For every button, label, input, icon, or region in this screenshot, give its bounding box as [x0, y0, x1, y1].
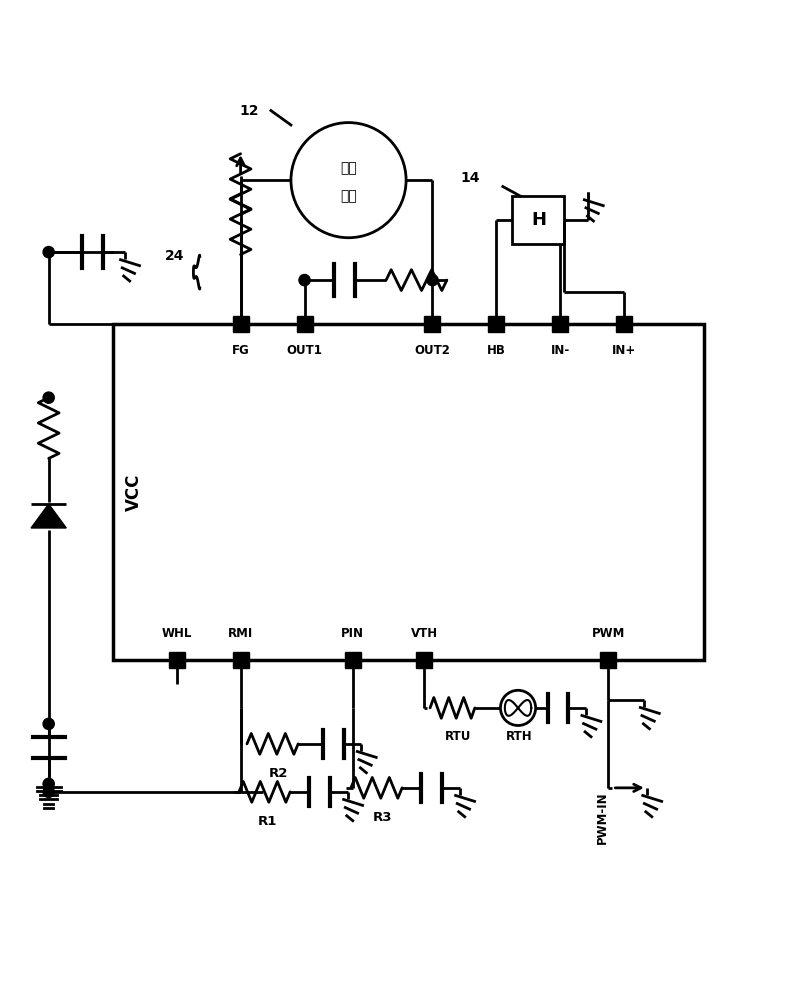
- Text: HB: HB: [487, 344, 506, 357]
- Circle shape: [43, 392, 54, 403]
- Text: R3: R3: [372, 811, 392, 824]
- Bar: [232, 316, 248, 332]
- Text: FG: FG: [231, 344, 249, 357]
- Text: H: H: [531, 211, 546, 229]
- Text: OUT1: OUT1: [287, 344, 323, 357]
- Bar: [425, 316, 441, 332]
- Bar: [553, 316, 569, 332]
- Bar: [513, 196, 565, 244]
- Text: VCC: VCC: [125, 473, 143, 511]
- Bar: [169, 652, 184, 668]
- Text: WHL: WHL: [162, 627, 191, 640]
- Text: IN+: IN+: [612, 344, 637, 357]
- Circle shape: [43, 786, 54, 797]
- Bar: [296, 316, 312, 332]
- Circle shape: [427, 275, 438, 286]
- Text: VTH: VTH: [411, 627, 438, 640]
- Text: 24: 24: [165, 249, 184, 263]
- Text: RTH: RTH: [506, 730, 533, 743]
- Text: R1: R1: [258, 815, 277, 828]
- Text: 14: 14: [461, 171, 480, 185]
- Bar: [232, 652, 248, 668]
- Text: IN-: IN-: [551, 344, 570, 357]
- Bar: [601, 652, 617, 668]
- Bar: [417, 652, 433, 668]
- Text: PIN: PIN: [341, 627, 364, 640]
- Text: PWM-IN: PWM-IN: [595, 792, 609, 844]
- Text: 风扇: 风扇: [340, 161, 357, 175]
- Text: RMI: RMI: [228, 627, 253, 640]
- Text: PWM: PWM: [592, 627, 625, 640]
- Text: 12: 12: [239, 104, 259, 118]
- Bar: [617, 316, 632, 332]
- Circle shape: [43, 247, 54, 258]
- Circle shape: [43, 778, 54, 789]
- Circle shape: [299, 275, 310, 286]
- Bar: [113, 324, 704, 660]
- Bar: [344, 652, 360, 668]
- Text: 马达: 马达: [340, 189, 357, 203]
- Text: R2: R2: [268, 767, 288, 780]
- Text: OUT2: OUT2: [415, 344, 450, 357]
- Circle shape: [43, 718, 54, 729]
- Bar: [489, 316, 505, 332]
- Text: RTU: RTU: [445, 730, 471, 743]
- Polygon shape: [31, 504, 66, 528]
